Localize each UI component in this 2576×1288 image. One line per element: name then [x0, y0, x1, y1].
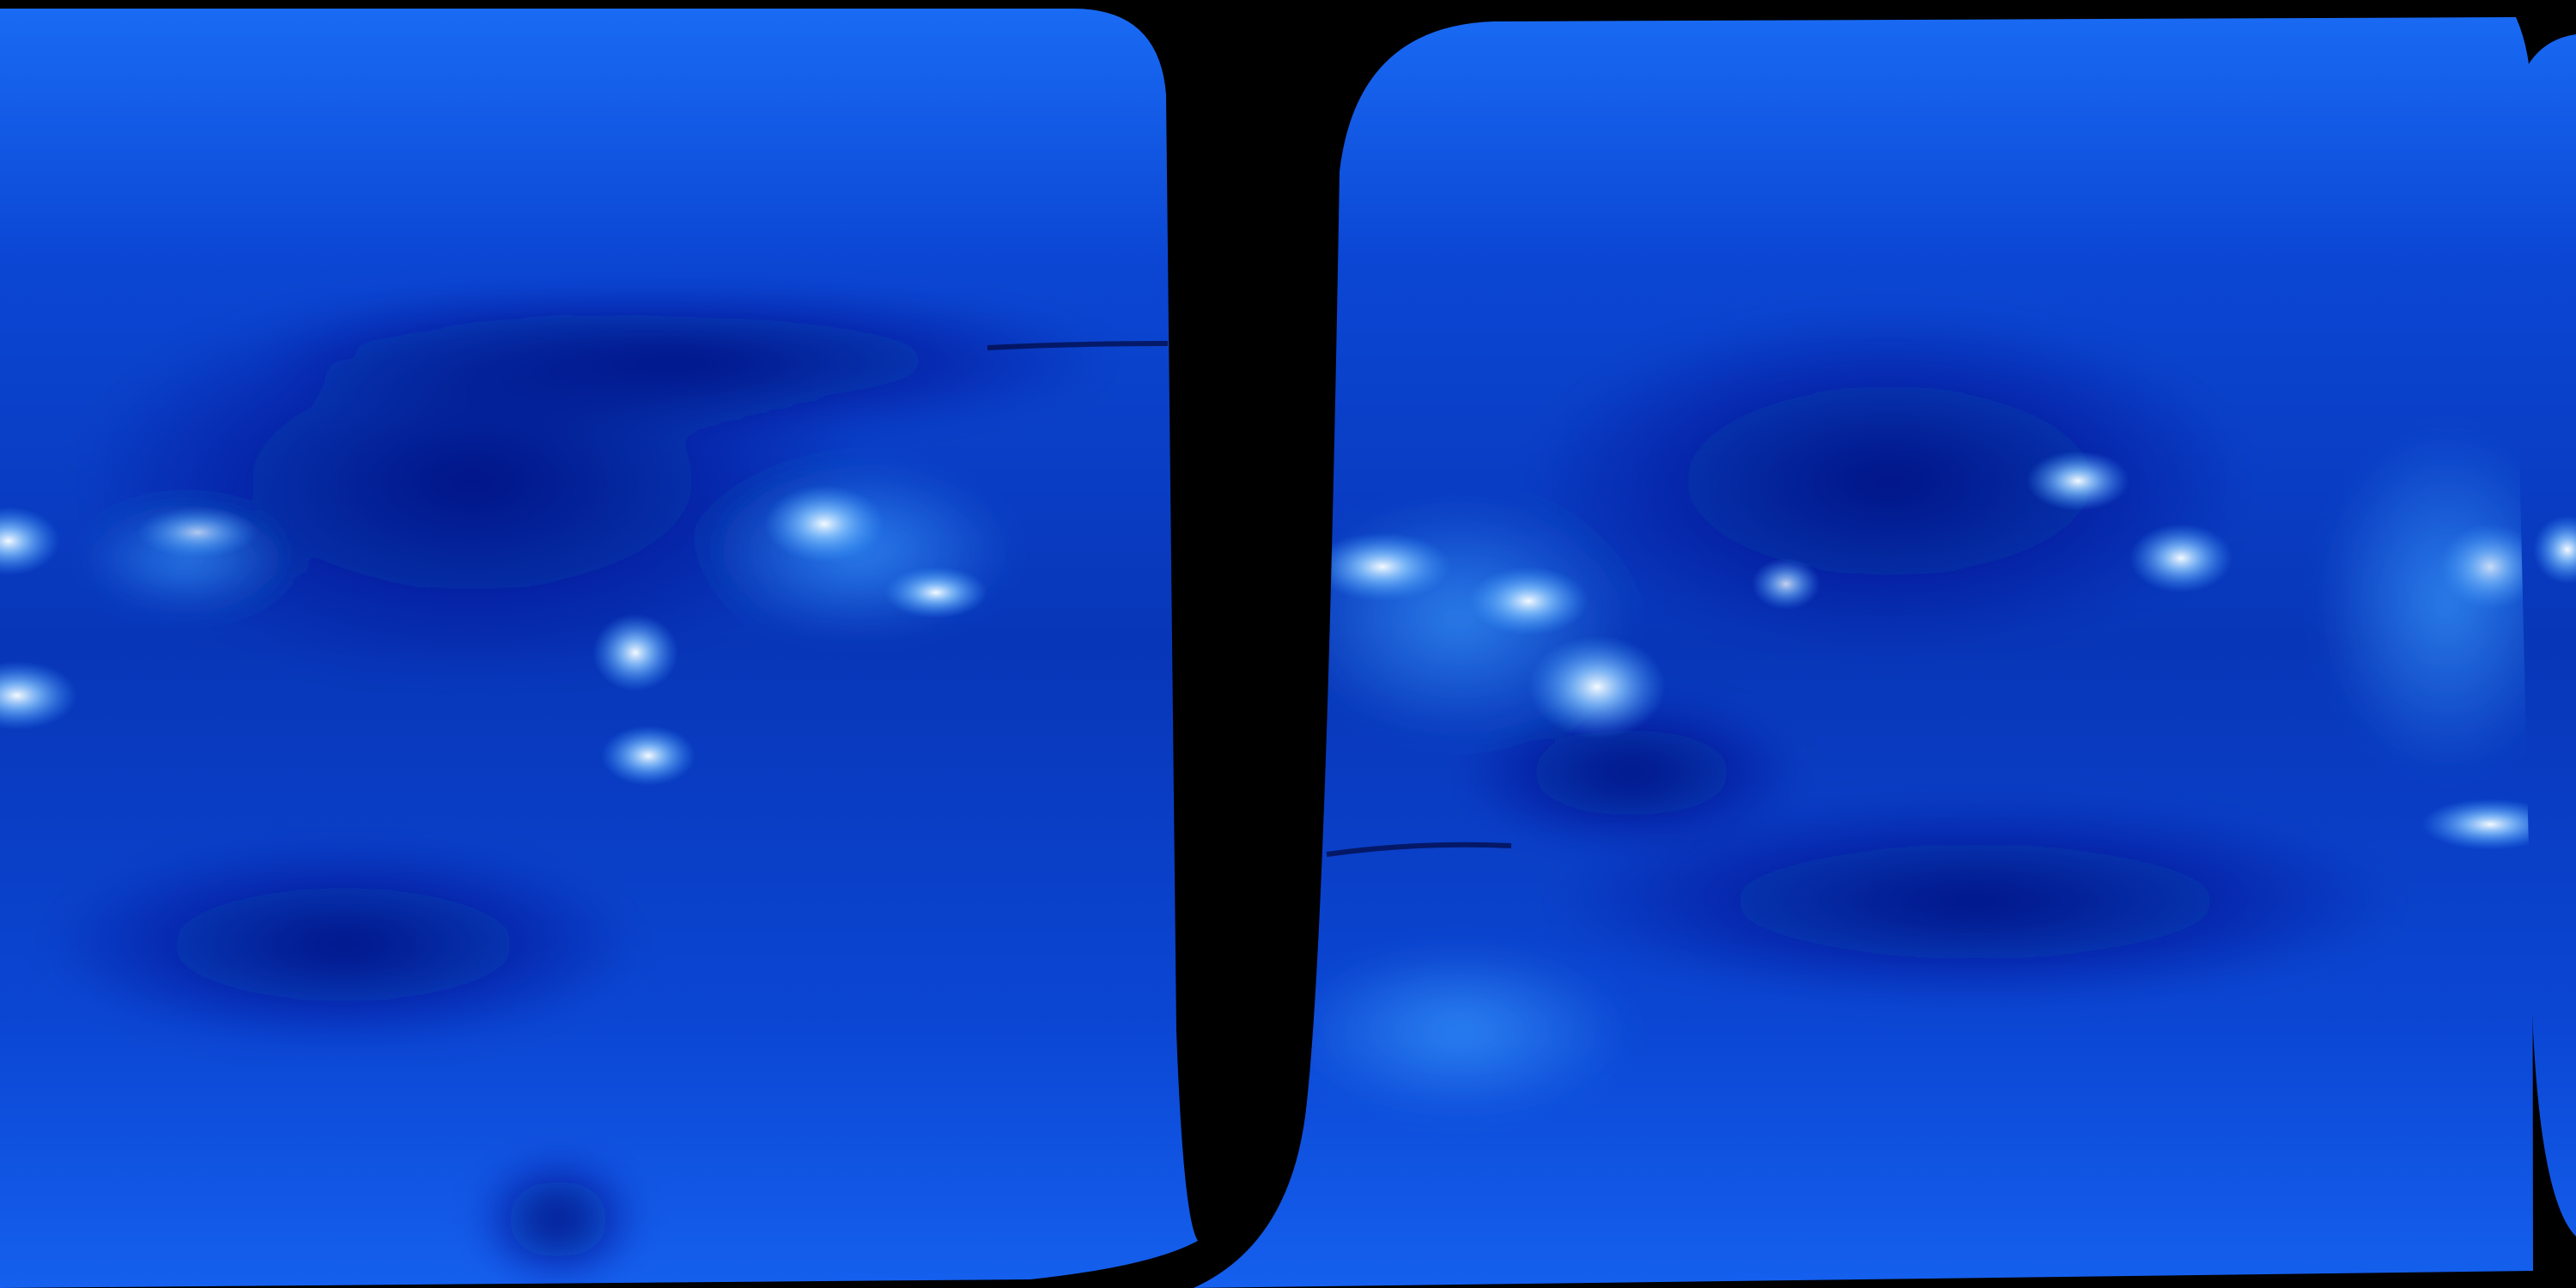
right-map-panel — [1194, 17, 2533, 1288]
left-map-panel — [0, 9, 1198, 1288]
